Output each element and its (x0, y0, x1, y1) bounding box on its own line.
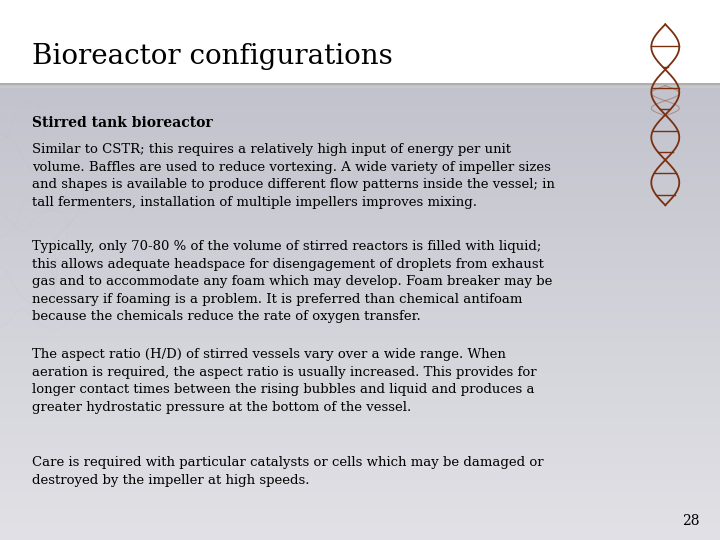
Bar (0, 137, 720, 145)
Bar (0, 243, 720, 251)
Text: Similar to CSTR; this requires a relatively high input of energy per unit
volume: Similar to CSTR; this requires a relativ… (32, 143, 555, 208)
Bar (0, 364, 720, 373)
Bar (0, 387, 720, 395)
Text: The aspect ratio (H/D) of stirred vessels vary over a wide range. When
aeration : The aspect ratio (H/D) of stirred vessel… (32, 348, 537, 414)
Bar (0, 327, 720, 335)
Bar (0, 91, 720, 99)
Bar (0, 182, 720, 190)
Bar (0, 0, 720, 84)
Bar (0, 220, 720, 228)
Bar (0, 486, 720, 495)
Bar (0, 357, 720, 365)
Bar (0, 281, 720, 289)
Bar (0, 456, 720, 464)
Bar (0, 152, 720, 160)
Bar (0, 410, 720, 418)
Bar (0, 144, 720, 152)
Bar (0, 258, 720, 266)
Bar (0, 403, 720, 411)
Bar (0, 174, 720, 183)
Bar (0, 228, 720, 236)
Bar (0, 197, 720, 205)
Bar (0, 509, 720, 517)
Bar (0, 433, 720, 441)
Bar (0, 463, 720, 471)
Text: Care is required with particular catalysts or cells which may be damaged or
dest: Care is required with particular catalys… (32, 456, 544, 487)
Bar (0, 83, 720, 91)
Bar (0, 251, 720, 259)
Bar (0, 319, 720, 327)
Bar (0, 494, 720, 502)
Bar (0, 426, 720, 434)
Bar (0, 159, 720, 167)
Bar (0, 190, 720, 198)
Bar (0, 235, 720, 244)
Bar (0, 532, 720, 540)
Bar (0, 418, 720, 426)
Bar (0, 296, 720, 304)
Text: 28: 28 (683, 514, 700, 528)
Bar (0, 288, 720, 296)
Text: Typically, only 70-80 % of the volume of stirred reactors is filled with liquid;: Typically, only 70-80 % of the volume of… (32, 240, 553, 323)
Bar (0, 524, 720, 532)
Bar (0, 113, 720, 122)
Bar (0, 266, 720, 274)
Bar (0, 349, 720, 357)
Bar (0, 441, 720, 449)
Bar (0, 129, 720, 137)
Bar (0, 478, 720, 487)
Bar (0, 342, 720, 350)
Bar (0, 502, 720, 510)
Bar (0, 121, 720, 129)
Text: Stirred tank bioreactor: Stirred tank bioreactor (32, 116, 213, 130)
Bar (0, 395, 720, 403)
Bar (0, 273, 720, 281)
Bar (0, 372, 720, 380)
Bar (0, 167, 720, 175)
Bar (0, 380, 720, 388)
Bar (0, 471, 720, 479)
Bar (0, 98, 720, 106)
Bar (0, 334, 720, 342)
Bar (0, 303, 720, 312)
Bar (0, 205, 720, 213)
Bar (0, 106, 720, 114)
Bar (0, 517, 720, 525)
Bar (0, 448, 720, 456)
Bar (0, 312, 720, 320)
Text: Bioreactor configurations: Bioreactor configurations (32, 43, 393, 70)
Bar (0, 212, 720, 221)
